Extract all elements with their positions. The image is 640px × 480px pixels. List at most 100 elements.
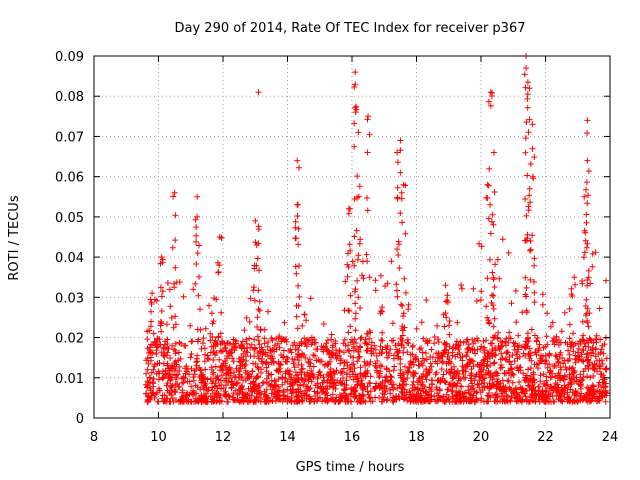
data-point [271,391,278,398]
data-point [343,377,350,384]
data-point [367,380,374,387]
data-point [187,354,194,361]
data-point [280,354,286,361]
data-point [528,387,535,393]
data-point [561,382,568,389]
data-point [193,362,200,369]
data-point [476,384,483,391]
data-point [352,81,359,88]
data-point [173,374,180,381]
data-point [410,372,417,379]
data-point [218,385,224,392]
data-point [304,336,311,343]
data-point [153,351,160,357]
data-point [465,361,471,368]
data-point [311,388,318,395]
data-point [498,362,505,368]
data-point [495,381,502,388]
data-point [468,370,475,377]
data-point [359,272,365,279]
data-point [564,389,571,396]
data-point [283,358,290,365]
data-point [190,286,197,293]
data-point [419,349,426,356]
data-point [296,293,303,300]
data-point [251,297,258,304]
data-point [195,336,202,343]
data-point [416,346,423,353]
data-point [157,260,164,267]
data-point [443,298,450,305]
data-point [468,397,475,404]
data-point [554,387,561,394]
data-point [367,358,374,365]
data-point [470,385,476,392]
data-point [398,388,405,395]
data-point [418,319,425,326]
data-point [418,397,425,404]
data-point [486,354,493,361]
data-point [255,355,262,362]
data-point [481,344,488,351]
data-point [547,374,554,381]
data-point [491,351,498,358]
data-point [145,360,152,367]
data-point [194,213,201,220]
data-point [230,390,237,397]
data-point [470,285,477,292]
data-point [454,319,461,326]
data-point [148,308,154,315]
data-point [218,309,225,316]
data-point [427,360,434,367]
data-point [366,131,373,138]
data-point [243,395,250,402]
data-point [236,355,243,362]
data-point [299,322,306,329]
data-point [172,321,179,328]
data-point [440,371,447,378]
data-point [352,310,359,317]
data-point [539,388,546,395]
data-point [456,398,462,405]
data-point [382,283,389,289]
data-point [484,362,491,369]
data-point [354,358,361,365]
data-point [246,374,253,381]
data-point [398,189,405,196]
data-point [428,363,435,370]
data-point [561,309,568,316]
data-point [580,394,587,401]
data-point [514,355,521,362]
data-point [344,261,351,268]
data-point [268,353,275,360]
data-point [162,371,169,378]
data-point [417,392,424,399]
data-point [362,373,369,380]
data-point [269,337,276,344]
data-point [253,374,260,381]
data-point [532,349,539,356]
data-point [499,390,506,397]
data-point [154,335,161,342]
data-point [446,331,453,338]
data-point [307,385,314,391]
data-point [529,173,536,180]
data-point [540,344,547,351]
data-point [439,375,446,382]
data-point [448,380,454,387]
data-point [400,349,407,356]
data-point [473,298,480,304]
data-point [543,381,550,388]
data-point [487,201,494,208]
data-point [584,362,591,369]
data-point [397,137,404,144]
data-point [492,394,499,401]
data-point [572,281,579,288]
data-point [276,333,283,340]
data-point [558,328,565,335]
data-point [293,270,300,277]
data-point [446,369,453,376]
data-point [527,276,534,283]
data-point [514,349,521,355]
data-point [394,287,400,294]
